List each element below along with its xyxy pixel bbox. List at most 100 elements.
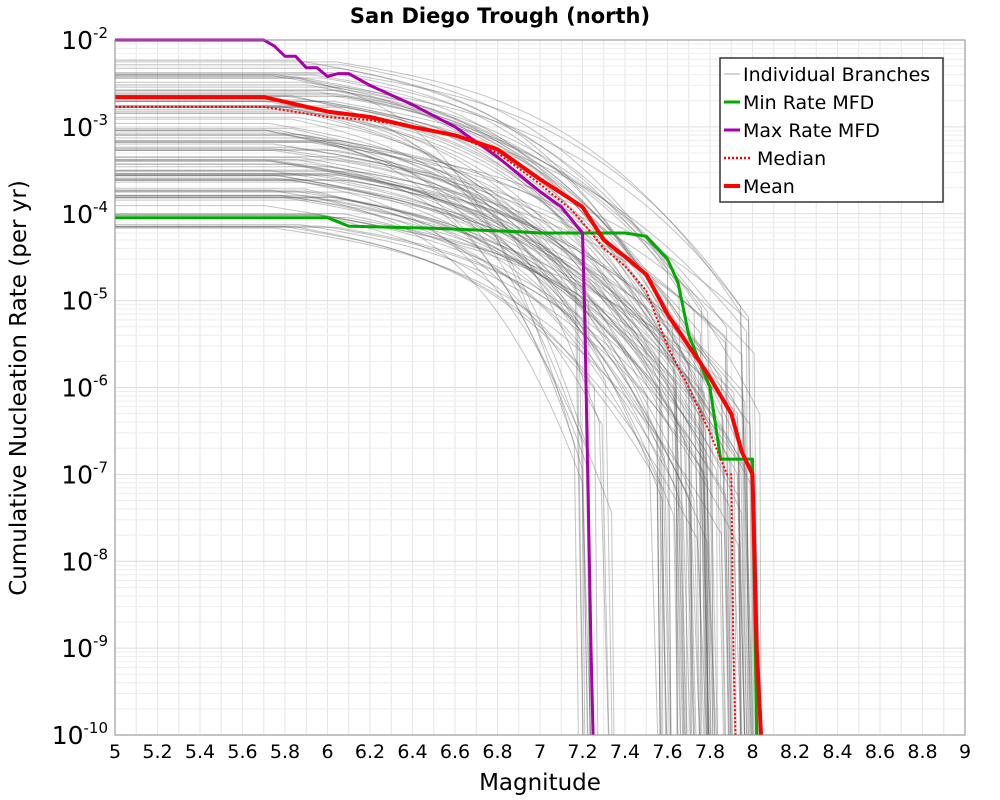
branch-line bbox=[115, 225, 708, 736]
y-tick-label: 10-4 bbox=[61, 198, 108, 229]
branch-line bbox=[115, 159, 718, 736]
branch-line bbox=[115, 163, 732, 736]
branch-line bbox=[115, 84, 692, 736]
x-tick-label: 8.8 bbox=[907, 741, 937, 763]
branch-line bbox=[115, 197, 591, 736]
branch-line bbox=[115, 175, 672, 736]
median-line bbox=[115, 105, 737, 736]
y-tick-label: 10-5 bbox=[61, 285, 108, 316]
branch-line bbox=[115, 148, 752, 736]
branch-line bbox=[115, 191, 703, 736]
branch-line bbox=[115, 105, 584, 736]
x-tick-label: 5.2 bbox=[142, 741, 172, 763]
branch-line bbox=[115, 94, 593, 736]
branch-line bbox=[115, 199, 717, 736]
branch-line bbox=[115, 141, 706, 736]
branch-line bbox=[115, 73, 752, 736]
branch-line bbox=[115, 178, 685, 736]
branch-line bbox=[115, 86, 753, 736]
legend-label: Median bbox=[757, 148, 826, 170]
branch-line bbox=[115, 190, 661, 736]
branch-line bbox=[115, 118, 589, 736]
branch-line bbox=[115, 141, 759, 736]
branch-line bbox=[115, 76, 708, 736]
y-tick-label: 10-2 bbox=[61, 24, 108, 55]
y-tick-label: 10-7 bbox=[61, 458, 108, 489]
branch-line bbox=[115, 81, 716, 736]
branch-line bbox=[115, 146, 746, 736]
branch-line bbox=[115, 72, 684, 736]
branch-line bbox=[115, 122, 681, 736]
y-axis-label: Cumulative Nucleation Rate (per yr) bbox=[6, 180, 32, 596]
x-tick-label: 8.6 bbox=[865, 741, 895, 763]
x-tick-label: 7.6 bbox=[652, 741, 682, 763]
y-tick-label: 10-6 bbox=[61, 372, 108, 403]
branch-line bbox=[115, 188, 610, 736]
grid bbox=[114, 40, 966, 736]
branch-line bbox=[115, 137, 588, 736]
branch-line bbox=[115, 59, 686, 736]
branch-line bbox=[115, 100, 736, 736]
legend-label: Individual Branches bbox=[743, 64, 930, 86]
max-rate-mfd-line bbox=[115, 38, 595, 736]
branch-line bbox=[115, 149, 748, 736]
branch-line bbox=[115, 132, 751, 736]
branch-line bbox=[115, 148, 711, 736]
x-tick-label: 8 bbox=[746, 741, 758, 763]
branch-line bbox=[115, 129, 613, 736]
branch-line bbox=[115, 67, 692, 736]
branch-line bbox=[115, 105, 697, 736]
branch-line bbox=[115, 179, 746, 736]
branch-line bbox=[115, 134, 712, 736]
branch-line bbox=[115, 173, 753, 736]
series-lines bbox=[115, 38, 763, 736]
branch-line bbox=[115, 194, 678, 736]
branch-line bbox=[115, 174, 705, 736]
branch-line bbox=[115, 179, 679, 736]
branch-line bbox=[115, 143, 725, 736]
x-tick-label: 9 bbox=[959, 741, 971, 763]
branch-line bbox=[115, 101, 714, 736]
branch-line bbox=[115, 214, 599, 736]
y-tick-label: 10-3 bbox=[61, 111, 108, 142]
branch-line bbox=[115, 195, 743, 736]
branch-line bbox=[115, 61, 747, 736]
y-tick-label: 10-10 bbox=[52, 719, 108, 750]
min-rate-mfd-line bbox=[115, 216, 759, 736]
branch-line bbox=[115, 194, 696, 736]
legend: Individual Branches Min Rate MFD Max Rate … bbox=[719, 57, 944, 203]
x-tick-label: 8.2 bbox=[780, 741, 810, 763]
x-tick-label: 5.6 bbox=[227, 741, 257, 763]
x-tick-label: 6.4 bbox=[397, 741, 427, 763]
x-tick-label: 5 bbox=[109, 741, 121, 763]
y-tick-label: 10-8 bbox=[61, 545, 108, 576]
branch-line bbox=[115, 93, 742, 736]
x-tick-label: 6.8 bbox=[482, 741, 512, 763]
branch-line bbox=[115, 160, 724, 736]
legend-label: Mean bbox=[743, 176, 795, 198]
branch-line bbox=[115, 159, 668, 736]
x-tick-label: 6.6 bbox=[440, 741, 470, 763]
branch-line bbox=[115, 127, 591, 736]
branch-line bbox=[115, 196, 678, 736]
branch-line bbox=[115, 170, 686, 736]
branch-line bbox=[115, 149, 661, 736]
branch-line bbox=[115, 116, 659, 736]
branch-line bbox=[115, 225, 729, 736]
x-tick-label: 7.2 bbox=[567, 741, 597, 763]
branch-line bbox=[115, 112, 670, 736]
branch-line bbox=[115, 113, 609, 736]
x-tick-label: 7.4 bbox=[610, 741, 640, 763]
branch-line bbox=[115, 226, 661, 736]
x-tick-label: 7.8 bbox=[695, 741, 725, 763]
branch-line bbox=[115, 181, 615, 736]
branch-line bbox=[115, 226, 742, 736]
branch-line bbox=[115, 156, 731, 736]
y-tick-labels: 10-2 10-3 10-4 10-5 10-6 10-7 10-8 10-9 10-10 bbox=[52, 24, 108, 750]
branch-line bbox=[115, 109, 668, 736]
branch-line bbox=[115, 224, 710, 736]
mean-line bbox=[115, 95, 763, 736]
y-tick-label: 10-9 bbox=[61, 632, 108, 663]
branch-line bbox=[115, 213, 667, 736]
